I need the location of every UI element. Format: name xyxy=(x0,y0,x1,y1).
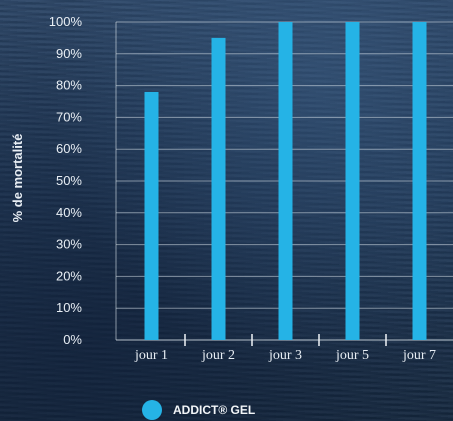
bar-jour-3 xyxy=(278,22,293,340)
y-tick-label: 10% xyxy=(56,300,82,315)
bar-jour-2 xyxy=(211,37,226,341)
x-tick-label: jour 2 xyxy=(201,348,235,363)
y-axis-title: % de mortalité xyxy=(10,134,25,223)
x-axis-ticks: jour 1 jour 2 jour 3 jour 5 jour 7 xyxy=(134,334,436,363)
y-tick-label: 50% xyxy=(56,173,82,188)
y-tick-label: 80% xyxy=(56,78,82,93)
legend-marker xyxy=(142,400,162,420)
legend: ADDICT® GEL xyxy=(142,400,255,420)
y-tick-label: 20% xyxy=(56,268,82,283)
y-tick-label: 40% xyxy=(56,205,82,220)
bar-jour-5 xyxy=(345,22,360,340)
x-tick-label: jour 3 xyxy=(268,348,302,363)
x-tick-label: jour 1 xyxy=(134,348,168,363)
y-tick-label: 90% xyxy=(56,46,82,61)
x-tick-label: jour 5 xyxy=(335,348,369,363)
x-tick-label: jour 7 xyxy=(402,348,436,363)
y-axis-ticks: 0% 10% 20% 30% 40% 50% 60% 70% 80% 90% 100% xyxy=(49,14,83,347)
legend-label: ADDICT® GEL xyxy=(173,403,255,417)
y-tick-label: 70% xyxy=(56,109,82,124)
y-tick-label: 30% xyxy=(56,237,82,252)
y-tick-label: 60% xyxy=(56,141,82,156)
y-tick-label: 100% xyxy=(49,14,83,29)
y-tick-label: 0% xyxy=(63,332,82,347)
bars xyxy=(144,22,427,341)
bar-jour-1 xyxy=(144,91,159,341)
bar-jour-7 xyxy=(412,22,427,340)
